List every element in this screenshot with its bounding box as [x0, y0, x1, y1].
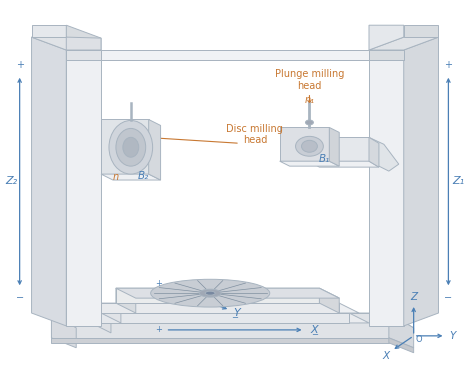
Polygon shape — [369, 137, 379, 167]
Text: −: − — [16, 293, 24, 303]
Polygon shape — [404, 25, 438, 37]
Text: O: O — [415, 335, 422, 344]
Polygon shape — [389, 338, 414, 353]
Polygon shape — [369, 25, 404, 50]
Polygon shape — [51, 313, 389, 338]
Polygon shape — [116, 288, 136, 313]
Polygon shape — [101, 303, 121, 323]
Ellipse shape — [301, 140, 318, 152]
Text: −: − — [231, 314, 238, 323]
Polygon shape — [91, 313, 369, 323]
Polygon shape — [116, 288, 319, 303]
Text: B₂: B₂ — [138, 171, 149, 181]
Polygon shape — [310, 161, 379, 167]
Text: −: − — [444, 293, 453, 303]
Text: Disc milling
head: Disc milling head — [227, 124, 283, 145]
Polygon shape — [280, 161, 339, 166]
Text: −: − — [311, 330, 318, 339]
Polygon shape — [66, 25, 101, 50]
Ellipse shape — [305, 120, 313, 125]
Ellipse shape — [123, 137, 139, 157]
Text: Y: Y — [234, 308, 240, 318]
Text: Z₂: Z₂ — [6, 176, 18, 186]
Polygon shape — [280, 127, 329, 161]
Polygon shape — [101, 303, 359, 313]
Polygon shape — [149, 120, 161, 180]
Polygon shape — [51, 313, 76, 348]
Polygon shape — [116, 288, 339, 298]
Polygon shape — [329, 127, 339, 166]
Polygon shape — [369, 50, 404, 326]
Text: X: X — [310, 325, 318, 335]
Polygon shape — [369, 50, 404, 60]
Polygon shape — [66, 50, 101, 326]
Polygon shape — [32, 25, 66, 37]
Polygon shape — [66, 50, 101, 60]
Polygon shape — [389, 313, 414, 348]
Text: +: + — [445, 60, 452, 70]
Text: n: n — [113, 172, 119, 182]
Polygon shape — [116, 288, 339, 298]
Text: Plunge milling
head: Plunge milling head — [275, 69, 344, 91]
Polygon shape — [51, 338, 389, 343]
Polygon shape — [32, 37, 66, 326]
Text: Y: Y — [449, 331, 456, 341]
Polygon shape — [319, 288, 339, 313]
Ellipse shape — [205, 291, 215, 295]
Text: X: X — [383, 351, 390, 361]
Polygon shape — [369, 137, 399, 171]
Text: Z: Z — [410, 292, 417, 302]
Polygon shape — [369, 50, 404, 60]
Ellipse shape — [199, 289, 221, 297]
Polygon shape — [66, 37, 101, 50]
Polygon shape — [101, 50, 369, 60]
Ellipse shape — [116, 128, 146, 166]
Polygon shape — [404, 37, 438, 326]
Text: B₁: B₁ — [319, 154, 330, 164]
Polygon shape — [51, 313, 414, 328]
Polygon shape — [310, 137, 369, 161]
Ellipse shape — [109, 121, 153, 174]
Text: +: + — [155, 325, 162, 334]
Polygon shape — [91, 313, 111, 333]
Polygon shape — [101, 303, 339, 313]
Polygon shape — [32, 37, 101, 50]
Polygon shape — [101, 50, 369, 60]
Text: +: + — [155, 279, 162, 288]
Polygon shape — [91, 313, 349, 323]
Text: n₁: n₁ — [304, 94, 314, 105]
Polygon shape — [369, 37, 438, 50]
Ellipse shape — [151, 279, 270, 307]
Ellipse shape — [296, 137, 323, 156]
Text: Z₁: Z₁ — [452, 176, 465, 186]
Polygon shape — [101, 174, 161, 180]
Text: +: + — [16, 60, 24, 70]
Polygon shape — [101, 120, 149, 174]
